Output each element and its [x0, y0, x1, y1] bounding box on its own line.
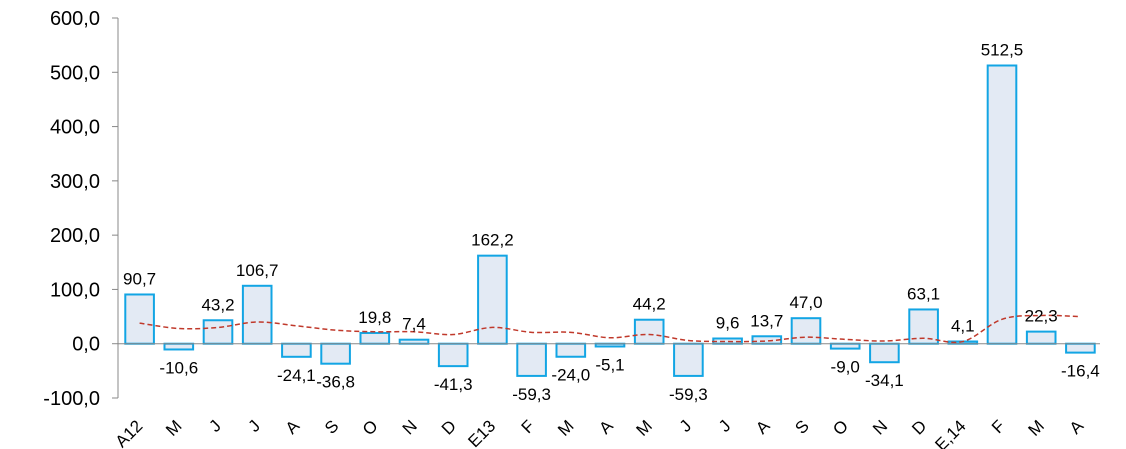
bar — [555, 342, 587, 358]
data-label: 22,3 — [1025, 307, 1058, 326]
data-label: -59,3 — [669, 385, 708, 404]
x-tick-label: A — [752, 416, 774, 438]
data-label: -24,1 — [277, 366, 316, 385]
y-tick-label: 200,0 — [50, 225, 100, 247]
y-tick-label: 0,0 — [72, 334, 100, 356]
x-tick-label: M — [633, 416, 656, 439]
data-label: -36,8 — [316, 373, 355, 392]
x-tick-label: D — [908, 416, 930, 438]
x-tick-label: O — [359, 416, 382, 439]
data-label: 4,1 — [951, 316, 975, 335]
bar — [477, 254, 508, 345]
data-label: 106,7 — [236, 261, 279, 280]
bar — [869, 342, 900, 364]
x-tick-label: S — [321, 416, 342, 437]
bar — [829, 342, 861, 350]
data-label: -59,3 — [512, 385, 551, 404]
x-tick-label: J — [245, 416, 264, 435]
data-label: -34,1 — [865, 371, 904, 390]
bar — [202, 319, 234, 345]
data-label: 13,7 — [750, 311, 783, 330]
data-label: -9,0 — [831, 358, 860, 377]
data-label: -16,4 — [1061, 362, 1100, 381]
x-tick-label: A — [282, 416, 304, 438]
data-label: 63,1 — [907, 284, 940, 303]
x-tick-label: A12 — [112, 416, 147, 449]
bar — [516, 342, 547, 377]
data-label: -10,6 — [159, 358, 198, 377]
x-tick-label: J — [205, 416, 224, 435]
data-label: 90,7 — [123, 269, 156, 288]
x-tick-label: A — [1066, 416, 1088, 438]
data-label: -41,3 — [434, 375, 473, 394]
bar — [163, 342, 195, 351]
data-label: -24,0 — [551, 366, 590, 385]
x-tick-label: M — [162, 416, 185, 439]
x-tick-label: F — [988, 416, 1009, 437]
x-tick-label: D — [438, 416, 460, 438]
data-label: 47,0 — [789, 293, 822, 312]
x-tick-label: M — [554, 416, 577, 439]
data-label: 162,2 — [471, 231, 514, 250]
data-label: 44,2 — [633, 295, 666, 314]
trend-line — [139, 314, 1081, 344]
x-tick-label: E13 — [464, 416, 499, 449]
bar — [1025, 330, 1057, 345]
data-label: 43,2 — [201, 295, 234, 314]
x-tick-label: S — [791, 416, 812, 437]
bar — [633, 318, 665, 345]
y-tick-label: 400,0 — [50, 117, 100, 139]
x-tick-label: E,14 — [931, 416, 969, 449]
bar — [1065, 342, 1096, 354]
bar — [241, 284, 273, 345]
x-tick-label: M — [1025, 416, 1048, 439]
bar — [124, 293, 155, 345]
x-tick-label: N — [399, 416, 421, 438]
y-tick-label: 300,0 — [50, 171, 100, 193]
bar — [320, 342, 351, 365]
bar — [986, 64, 1018, 345]
y-tick-label: 600,0 — [50, 8, 100, 30]
data-label: 9,6 — [716, 314, 740, 333]
x-tick-label: J — [676, 416, 695, 435]
x-tick-label: A — [595, 416, 617, 438]
bar — [359, 331, 391, 345]
bar — [790, 317, 822, 345]
bar — [437, 342, 469, 368]
x-tick-label: F — [518, 416, 539, 437]
y-tick-label: -100,0 — [43, 388, 100, 410]
y-tick-label: 100,0 — [50, 279, 100, 301]
data-label: -5,1 — [595, 355, 624, 374]
data-label: 7,4 — [402, 315, 426, 334]
y-tick-label: 500,0 — [50, 62, 100, 84]
x-tick-label: J — [715, 416, 734, 435]
x-tick-label: N — [869, 416, 891, 438]
bar — [673, 342, 704, 377]
x-tick-label: O — [829, 416, 852, 439]
data-label: 19,8 — [358, 308, 391, 327]
bar — [281, 342, 312, 358]
bar — [398, 338, 430, 345]
data-label: 512,5 — [981, 41, 1024, 60]
